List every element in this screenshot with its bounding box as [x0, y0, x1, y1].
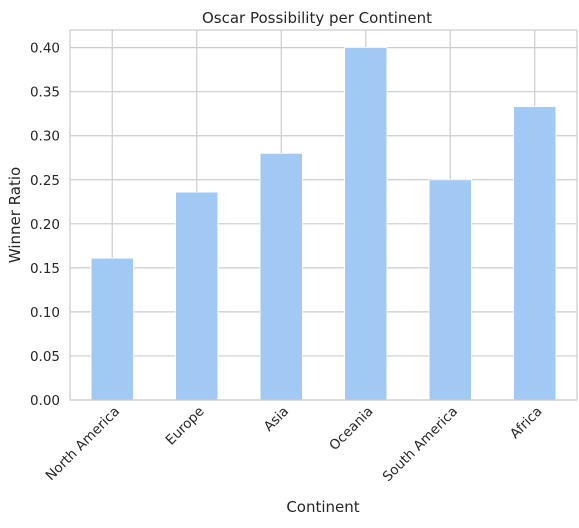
y-axis-label: Winner Ratio	[6, 167, 24, 263]
y-tick-label: 0.00	[30, 393, 60, 409]
bar	[513, 106, 557, 401]
x-tick-label: Europe	[163, 404, 208, 449]
chart-title: Oscar Possibility per Continent	[202, 9, 432, 27]
x-tick-label: South America	[380, 404, 461, 485]
bar	[428, 179, 472, 401]
y-tick-label: 0.35	[30, 85, 60, 101]
y-tick-label: 0.40	[30, 41, 60, 57]
y-tick-label: 0.10	[30, 305, 60, 321]
x-axis-ticks: North America Europe Asia Oceania South Amer…	[43, 404, 546, 485]
y-tick-label: 0.30	[30, 129, 60, 145]
plot-border	[69, 29, 578, 401]
x-tick-label: North America	[43, 404, 123, 484]
y-tick-label: 0.05	[30, 349, 60, 365]
x-tick-label: Oceania	[326, 404, 376, 454]
bars	[90, 47, 557, 401]
bar	[344, 47, 388, 401]
bar	[90, 257, 134, 401]
y-tick-label: 0.15	[30, 261, 60, 277]
x-axis-label: Continent	[286, 498, 359, 516]
bar	[259, 152, 303, 401]
bar	[175, 191, 219, 401]
x-tick-label: Africa	[507, 404, 546, 443]
grid-lines	[70, 30, 577, 401]
y-tick-label: 0.20	[30, 217, 60, 233]
plot-frame	[69, 29, 578, 401]
y-tick-label: 0.25	[30, 173, 60, 189]
y-axis-ticks: 0.00 0.05 0.10 0.15 0.20 0.25 0.30 0.35 0.40	[30, 41, 60, 409]
x-tick-label: Asia	[261, 404, 292, 435]
